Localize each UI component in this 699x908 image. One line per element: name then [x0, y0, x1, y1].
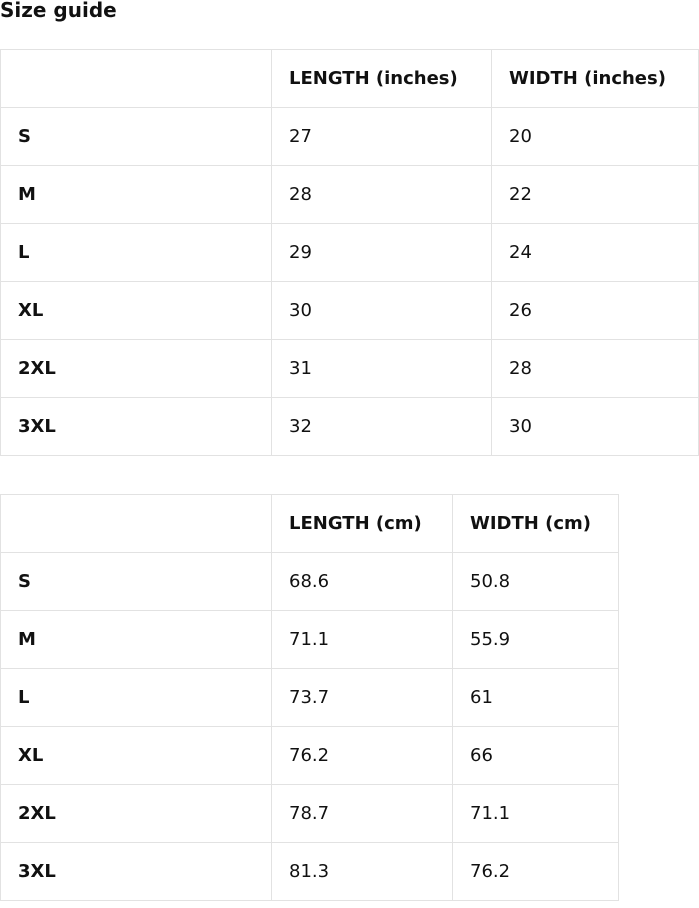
measurement-cell: 76.2 [452, 842, 619, 901]
measurement-cell: 28 [271, 165, 492, 224]
size-label: L [0, 223, 272, 282]
measurement-cell: 29 [271, 223, 492, 282]
table-row: 2XL 78.7 71.1 [0, 784, 619, 843]
size-label: M [0, 610, 272, 669]
header-row: LENGTH (inches) WIDTH (inches) [0, 49, 699, 108]
size-label: XL [0, 281, 272, 340]
column-header [0, 49, 272, 108]
table-row: M 28 22 [0, 165, 699, 224]
table-row: L 29 24 [0, 223, 699, 282]
measurement-cell: 71.1 [271, 610, 453, 669]
measurement-cell: 66 [452, 726, 619, 785]
measurement-cell: 24 [491, 223, 699, 282]
page-title: Size guide [0, 0, 117, 22]
size-table-inches: LENGTH (inches) WIDTH (inches) S 27 20 M 28 22 L… [0, 49, 699, 456]
table-row: S 68.6 50.8 [0, 552, 619, 611]
table-row: M 71.1 55.9 [0, 610, 619, 669]
size-label: 2XL [0, 339, 272, 398]
measurement-cell: 30 [491, 397, 699, 456]
size-label: 3XL [0, 842, 272, 901]
table-row: L 73.7 61 [0, 668, 619, 727]
measurement-cell: 31 [271, 339, 492, 398]
table-row: 3XL 32 30 [0, 397, 699, 456]
header-row: LENGTH (cm) WIDTH (cm) [0, 494, 619, 553]
table-row: S 27 20 [0, 107, 699, 166]
column-header [0, 494, 272, 553]
column-header: WIDTH (inches) [491, 49, 699, 108]
measurement-cell: 28 [491, 339, 699, 398]
size-table-cm: LENGTH (cm) WIDTH (cm) S 68.6 50.8 M 71.1 55.9 L… [0, 494, 619, 901]
size-label: 2XL [0, 784, 272, 843]
column-header: WIDTH (cm) [452, 494, 619, 553]
size-label: S [0, 107, 272, 166]
table-row: 2XL 31 28 [0, 339, 699, 398]
measurement-cell: 22 [491, 165, 699, 224]
table-row: XL 76.2 66 [0, 726, 619, 785]
column-header: LENGTH (inches) [271, 49, 492, 108]
column-header: LENGTH (cm) [271, 494, 453, 553]
measurement-cell: 26 [491, 281, 699, 340]
table-row: XL 30 26 [0, 281, 699, 340]
measurement-cell: 50.8 [452, 552, 619, 611]
measurement-cell: 27 [271, 107, 492, 166]
size-label: S [0, 552, 272, 611]
measurement-cell: 68.6 [271, 552, 453, 611]
size-label: 3XL [0, 397, 272, 456]
measurement-cell: 73.7 [271, 668, 453, 727]
measurement-cell: 76.2 [271, 726, 453, 785]
table-row: 3XL 81.3 76.2 [0, 842, 619, 901]
size-label: XL [0, 726, 272, 785]
measurement-cell: 32 [271, 397, 492, 456]
measurement-cell: 20 [491, 107, 699, 166]
measurement-cell: 30 [271, 281, 492, 340]
size-label: L [0, 668, 272, 727]
measurement-cell: 61 [452, 668, 619, 727]
measurement-cell: 78.7 [271, 784, 453, 843]
measurement-cell: 81.3 [271, 842, 453, 901]
measurement-cell: 71.1 [452, 784, 619, 843]
measurement-cell: 55.9 [452, 610, 619, 669]
size-label: M [0, 165, 272, 224]
